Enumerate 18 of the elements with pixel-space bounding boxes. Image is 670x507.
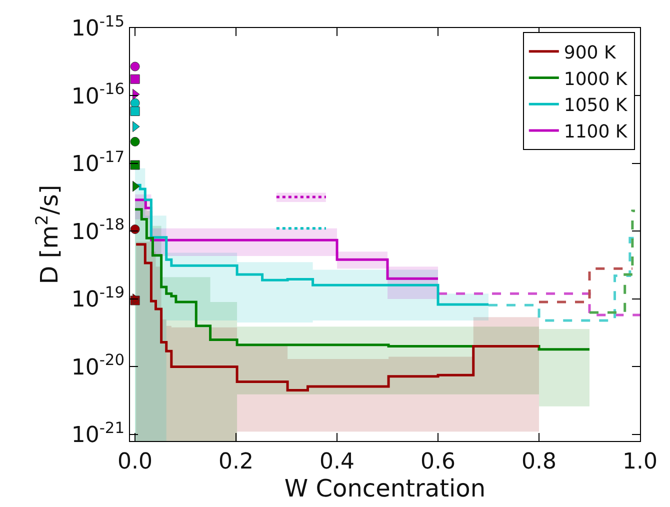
- x-tick-label: 0.4: [320, 450, 355, 474]
- legend-label: 900 K: [564, 42, 617, 64]
- y-tick-label: 10$^{-20}$: [71, 351, 124, 380]
- legend-label: 1000 K: [564, 68, 628, 90]
- x-tick-label: 1.0: [622, 450, 658, 474]
- x-tick-label: 0.6: [420, 450, 456, 474]
- x-axis-title: W Concentration: [284, 474, 486, 502]
- y-tick-label: 10$^{-15}$: [71, 12, 124, 42]
- y-tick-label: 10$^{-17}$: [71, 148, 124, 178]
- legend-label: 1050 K: [564, 95, 628, 116]
- x-tick-label: 0.0: [118, 450, 153, 474]
- y-tick-label: 10$^{-21}$: [71, 418, 124, 448]
- y-tick-label: 10$^{-16}$: [71, 80, 124, 110]
- y-tick-label: 10$^{-19}$: [71, 283, 124, 313]
- y-tick-label: 10$^{-18}$: [71, 216, 124, 245]
- x-tick-label: 0.2: [218, 450, 254, 474]
- x-tick-label: 0.8: [522, 450, 557, 474]
- legend-label: 1100 K: [564, 122, 628, 143]
